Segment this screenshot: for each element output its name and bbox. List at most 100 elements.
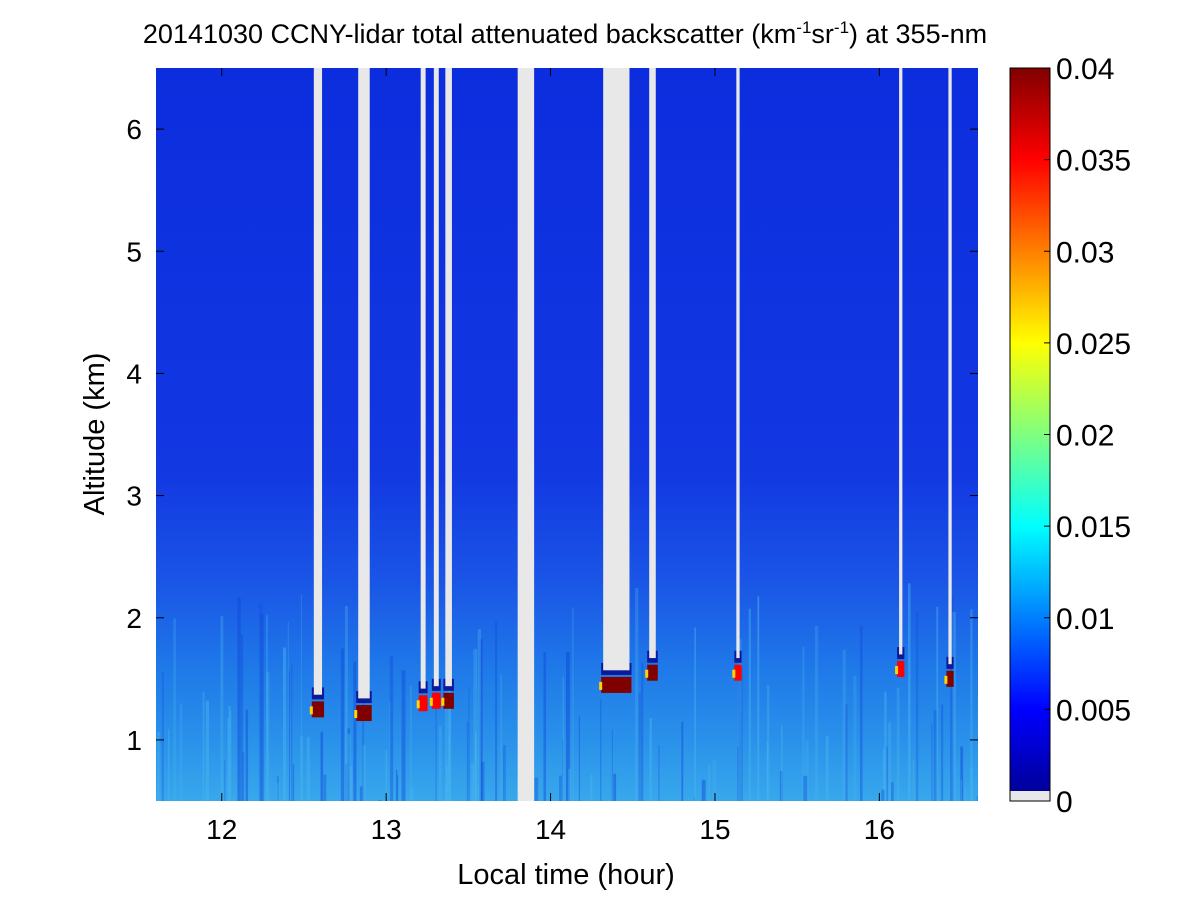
colorbar-tick-label: 0.04 — [1056, 53, 1114, 86]
streak — [468, 686, 470, 801]
streak — [845, 704, 848, 801]
streak — [738, 667, 743, 801]
streak — [449, 656, 452, 801]
streak — [884, 691, 887, 801]
streak — [168, 729, 170, 801]
streak — [896, 687, 900, 801]
cloud-edge — [354, 710, 358, 719]
streak — [931, 723, 933, 801]
cloud-column-9 — [895, 68, 905, 678]
streak — [266, 671, 270, 801]
cloud-base — [311, 701, 325, 718]
streak — [503, 745, 506, 801]
colorbar-tick-label: 0.015 — [1056, 511, 1131, 544]
colorbar-tick-label: 0.01 — [1056, 603, 1114, 636]
colorbar: 0 0.005 0.01 0.015 0.02 0.025 0.03 0.035 0.04 — [1009, 53, 1131, 819]
cloud-edge — [944, 675, 948, 684]
cloud-base — [356, 705, 372, 722]
y-tick-label: 1 — [126, 725, 142, 756]
streak — [395, 770, 398, 801]
title-sup-2: -1 — [834, 18, 849, 37]
colorbar-tick-label: 0.03 — [1056, 236, 1114, 269]
streak — [890, 782, 894, 801]
streak — [245, 709, 249, 801]
title-suffix: ) at 355-nm — [849, 19, 987, 49]
streak — [779, 771, 783, 801]
y-tick-label: 6 — [126, 114, 142, 145]
cloud-base — [601, 676, 632, 693]
attenuated-region — [313, 68, 323, 695]
x-tick-label: 15 — [699, 814, 730, 845]
streak — [559, 775, 562, 801]
streak — [874, 800, 877, 801]
attenuated-region — [899, 68, 903, 655]
cloud-column-7 — [645, 68, 658, 681]
streak — [976, 795, 978, 801]
streak — [161, 672, 164, 801]
streak — [266, 615, 268, 801]
no-data-gap-1 — [517, 68, 535, 801]
streak — [435, 649, 437, 801]
streak — [635, 588, 639, 801]
streak — [362, 744, 366, 801]
streak — [649, 718, 652, 801]
streak — [534, 777, 539, 801]
x-tick-label: 13 — [371, 814, 402, 845]
streak — [694, 627, 696, 801]
cloud-base — [443, 692, 454, 709]
streak — [562, 677, 564, 801]
attenuated-region — [420, 68, 426, 689]
cloud-base — [647, 664, 658, 681]
x-axis-label: Local time (hour) — [457, 859, 675, 891]
title-mid: sr — [811, 19, 834, 49]
streak — [941, 704, 944, 801]
streak — [242, 751, 245, 801]
x-axis: 12 13 14 15 16 — [206, 68, 895, 845]
attenuated-region — [603, 68, 630, 671]
streak — [960, 779, 962, 801]
streak — [300, 594, 302, 801]
streak — [479, 638, 483, 801]
y-tick-label: 5 — [126, 236, 142, 267]
streak — [401, 670, 406, 801]
streak — [970, 609, 973, 801]
streak — [475, 732, 477, 801]
cloud-edge — [645, 669, 649, 678]
streak — [611, 729, 613, 801]
streak — [228, 705, 231, 801]
streak — [349, 766, 353, 801]
streak — [260, 613, 264, 801]
streak — [915, 611, 919, 801]
streak — [205, 700, 210, 801]
streak — [447, 674, 451, 801]
streak — [556, 800, 559, 801]
cloud-edge — [599, 681, 603, 690]
streak — [825, 736, 829, 801]
streak — [814, 625, 819, 801]
streak — [578, 715, 580, 801]
streak — [568, 768, 571, 801]
streak — [886, 746, 889, 801]
streak — [445, 783, 448, 801]
streak — [681, 721, 684, 801]
cloud-column-4 — [429, 68, 441, 709]
streak — [323, 774, 327, 801]
streak — [438, 726, 442, 801]
cloud-edge — [416, 700, 420, 709]
cloud-column-3 — [416, 68, 428, 712]
streak — [240, 634, 244, 801]
colorbar-tick-label: 0.02 — [1056, 420, 1114, 453]
streak — [477, 628, 481, 801]
streak — [481, 761, 485, 801]
streak — [473, 649, 478, 801]
streak — [936, 606, 939, 801]
cloud-edge — [429, 697, 433, 706]
streak — [882, 749, 886, 801]
streak — [471, 763, 475, 801]
y-tick-label: 2 — [126, 603, 142, 634]
streak — [495, 621, 498, 801]
streak — [396, 775, 399, 801]
streak — [237, 597, 241, 801]
